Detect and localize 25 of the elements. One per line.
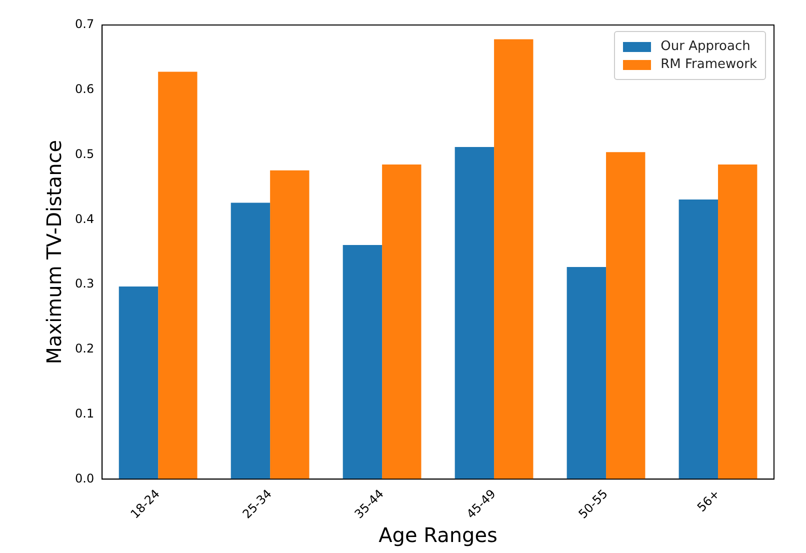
legend-label: Our Approach: [660, 39, 750, 54]
bar: [158, 72, 198, 480]
bar: [230, 202, 270, 480]
y-tick-label: 0.2: [74, 342, 94, 356]
legend-label: RM Framework: [660, 57, 757, 72]
y-tick-label: 0.4: [74, 212, 94, 226]
y-tick-label: 0.5: [74, 146, 94, 161]
bar: [678, 200, 718, 480]
bar: [566, 267, 606, 480]
bar: [382, 164, 422, 480]
bar: [270, 170, 310, 480]
bar: [606, 152, 646, 480]
y-tick-label: 0.1: [74, 406, 94, 420]
y-tick-label: 0.7: [74, 17, 94, 32]
x-tick-label: 56+: [694, 486, 722, 514]
y-tick-label: 0.6: [74, 82, 94, 96]
y-tick-label: 0.0: [74, 471, 94, 486]
bar: [454, 146, 494, 480]
bar: [118, 286, 158, 480]
y-tick-label: 0.3: [74, 276, 94, 291]
bar: [494, 39, 534, 480]
bar: [342, 244, 382, 480]
y-axis-title: Maximum TV-Distance: [42, 140, 66, 364]
x-axis-title: Age Ranges: [378, 523, 498, 548]
bar: [718, 164, 758, 480]
